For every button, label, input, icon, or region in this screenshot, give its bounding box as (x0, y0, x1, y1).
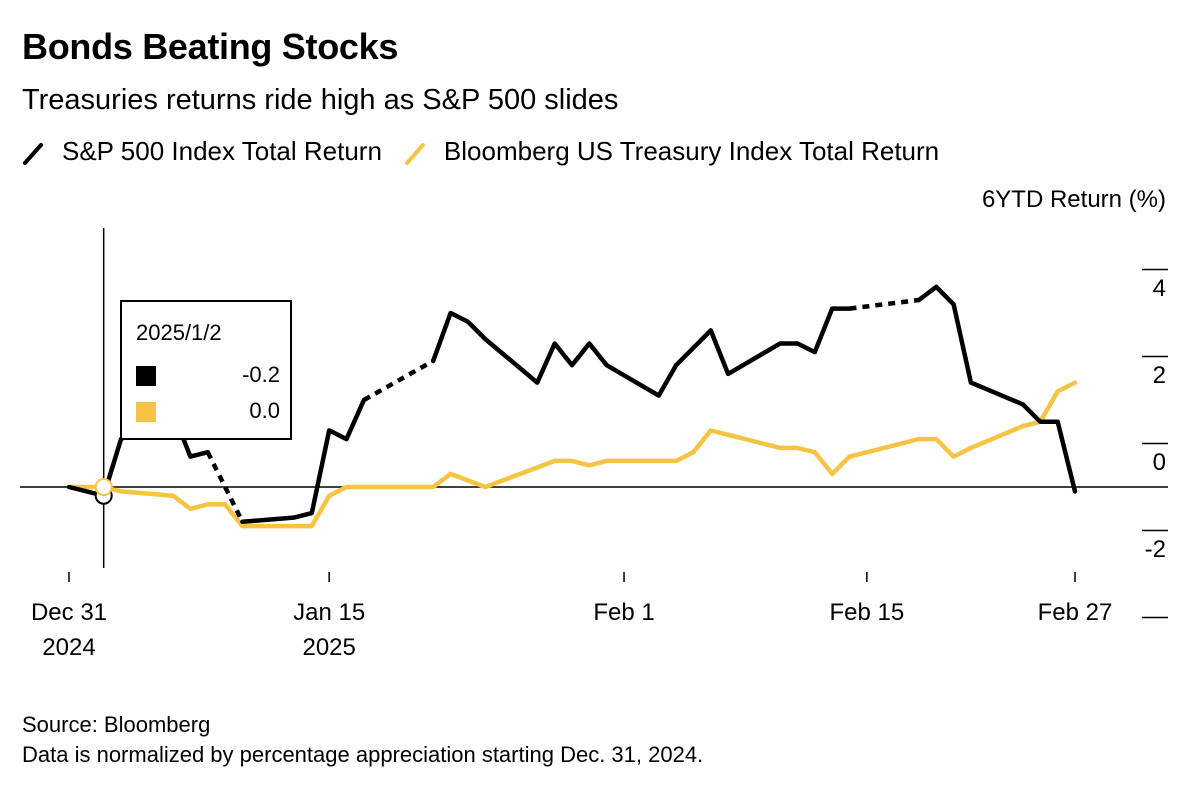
series-line-0-segment-5 (849, 297, 920, 311)
y-tick-label-0: -2 (1145, 536, 1166, 563)
legend-swatch-sp500 (23, 142, 43, 165)
source-note: Source: Bloomberg (22, 712, 211, 737)
y-tick-label-3: 4 (1153, 275, 1166, 302)
legend-label-treasury: Bloomberg US Treasury Index Total Return (443, 136, 940, 166)
x-tick-label-4-0: Feb 27 (1038, 599, 1113, 626)
series-line-0-segment-4 (430, 306, 852, 398)
legend: S&P 500 Index Total Return Bloomberg US … (22, 136, 961, 167)
x-tick-label-0-0: Dec 31 (31, 599, 107, 626)
series-line-1-segment-0 (66, 380, 1078, 529)
tooltip-value-sp500: -0.2 (242, 362, 280, 387)
tooltip-date: 2025/1/2 (136, 320, 222, 345)
y-tick-label-2: 2 (1153, 362, 1166, 389)
x-tick-label-2-0: Feb 1 (593, 599, 654, 626)
line-chart: Dec 31 2024 Jan 15 2025 Feb 1 Feb 15 Feb 27 -2 0… (20, 186, 1168, 661)
series-line-0-segment-3 (362, 358, 435, 402)
series-line-0-segment-6 (916, 284, 1078, 494)
footer: Source: Bloomberg Data is normalized by … (22, 710, 703, 770)
chart-title: Bonds Beating Stocks (22, 26, 399, 67)
data-note: Data is normalized by percentage appreci… (22, 742, 704, 767)
hover-marker-series-1 (94, 478, 113, 496)
tooltip-value-treasury: 0.0 (249, 398, 280, 423)
legend-item-treasury[interactable]: Bloomberg US Treasury Index Total Return (404, 136, 939, 167)
legend-label-sp500: S&P 500 Index Total Return (62, 136, 382, 166)
legend-item-sp500[interactable]: S&P 500 Index Total Return (22, 136, 382, 167)
series-line-0-segment-2 (240, 397, 367, 525)
tooltip-swatch-treasury (136, 402, 156, 422)
x-tick-label-3-0: Feb 15 (830, 599, 905, 626)
y-axis-label: 6YTD Return (%) (982, 186, 1166, 213)
y-tick-label-1: 0 (1153, 449, 1166, 476)
x-tick-label-0-1: 2024 (42, 634, 95, 661)
tooltip-row-treasury: 0.0 (136, 398, 280, 424)
x-tick-label-1-0: Jan 15 (293, 599, 365, 626)
x-tick-label-1-1: 2025 (302, 634, 355, 661)
chart-subtitle: Treasuries returns ride high as S&P 500 … (22, 84, 619, 116)
legend-swatch-treasury (404, 142, 425, 165)
hover-tooltip: 2025/1/2 -0.2 0.0 (120, 300, 292, 440)
tooltip-swatch-sp500 (136, 366, 156, 386)
tooltip-row-sp500: -0.2 (136, 362, 280, 388)
